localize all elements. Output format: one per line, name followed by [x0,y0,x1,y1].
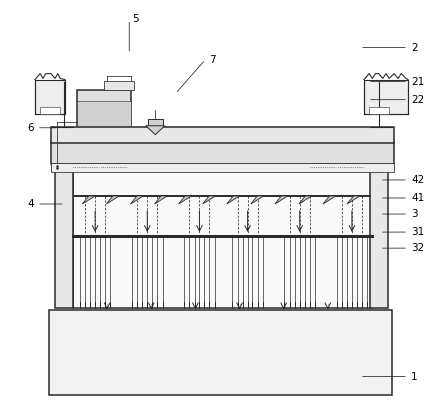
Text: 31: 31 [411,227,424,237]
Text: 5: 5 [132,15,139,25]
Polygon shape [347,196,360,204]
Bar [364,80,408,114]
Bar [77,101,131,126]
Text: 32: 32 [411,243,424,253]
Polygon shape [146,126,165,135]
Text: 41: 41 [411,193,424,203]
Bar [370,164,388,308]
Bar [35,80,65,114]
Polygon shape [299,196,312,204]
Text: 21: 21 [411,77,424,86]
Polygon shape [130,196,143,204]
Bar [40,107,60,114]
Text: 6: 6 [27,123,34,133]
Bar [55,164,73,308]
Polygon shape [155,196,167,204]
Bar [148,118,163,126]
Polygon shape [251,196,264,204]
Polygon shape [275,196,288,204]
Polygon shape [323,196,336,204]
Bar [73,164,372,308]
Bar [369,107,389,114]
Bar [77,90,131,126]
Bar [51,142,394,164]
Bar [105,81,134,90]
Text: 2: 2 [411,42,418,53]
Text: 42: 42 [411,175,424,185]
Text: 7: 7 [209,55,215,65]
Polygon shape [227,196,240,204]
Text: 4: 4 [27,199,34,209]
Polygon shape [202,196,215,204]
Bar [51,163,394,172]
Polygon shape [82,196,95,204]
Polygon shape [106,196,119,204]
Bar [51,127,394,143]
Text: 3: 3 [411,209,418,219]
Polygon shape [179,196,191,204]
Bar [49,310,392,395]
Text: 1: 1 [411,372,418,381]
Text: 22: 22 [411,95,424,105]
